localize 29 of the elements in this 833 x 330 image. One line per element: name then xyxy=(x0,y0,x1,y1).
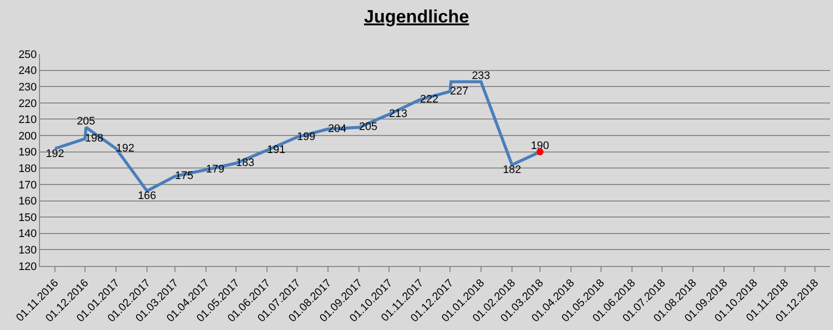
y-tick-label: 230 xyxy=(18,81,37,94)
data-label: 227 xyxy=(450,85,468,98)
y-tick-label: 180 xyxy=(18,163,37,175)
data-label: 192 xyxy=(46,148,64,160)
y-tick-label: 250 xyxy=(18,48,37,61)
data-label: 198 xyxy=(85,132,104,145)
y-tick-label: 160 xyxy=(18,196,37,208)
data-label: 183 xyxy=(236,157,254,170)
data-label: 233 xyxy=(472,70,490,82)
y-tick-label: 170 xyxy=(18,179,37,192)
y-tick-label: 240 xyxy=(18,65,37,78)
data-label: 182 xyxy=(502,164,522,176)
data-label: 190 xyxy=(530,140,550,152)
y-tick-label: 200 xyxy=(18,130,37,142)
data-label: 204 xyxy=(328,122,346,135)
data-label: 191 xyxy=(267,144,286,156)
data-label: 205 xyxy=(359,121,378,134)
data-label: 192 xyxy=(116,142,134,154)
y-tick-label: 120 xyxy=(18,260,37,273)
y-tick-label: 220 xyxy=(18,98,37,110)
data-label: 166 xyxy=(138,190,156,202)
data-label: 213 xyxy=(389,108,408,120)
y-tick-label: 130 xyxy=(18,244,37,257)
y-tick-label: 150 xyxy=(18,212,37,224)
y-tick-label: 140 xyxy=(18,228,37,240)
chart-title: Jugendliche xyxy=(364,6,470,26)
y-tick-label: 190 xyxy=(18,146,37,159)
y-tick-label: 210 xyxy=(18,114,37,126)
data-label: 205 xyxy=(76,116,96,128)
